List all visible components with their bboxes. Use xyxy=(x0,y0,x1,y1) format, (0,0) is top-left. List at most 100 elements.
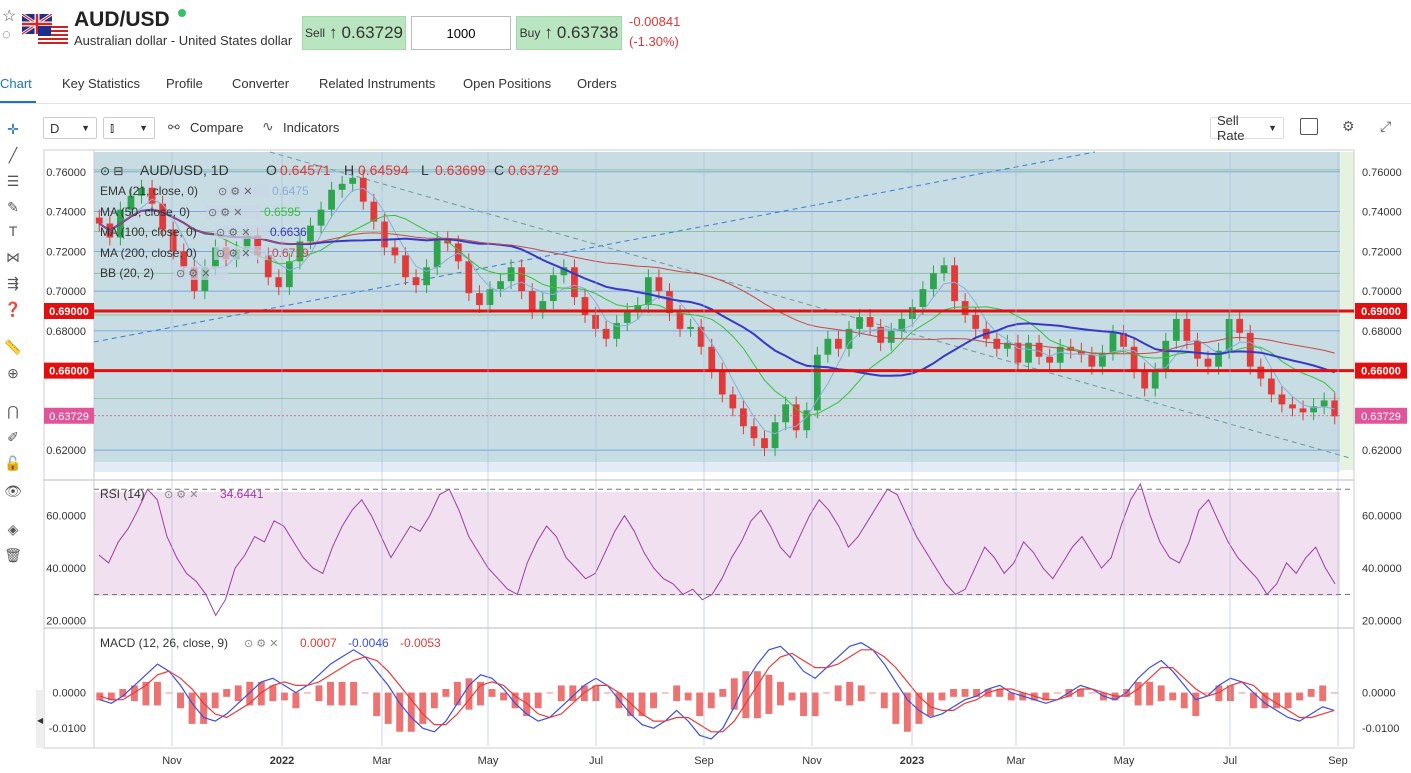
lock-icon[interactable]: 🔓 xyxy=(4,455,22,471)
price-tick-label: 0.76000 xyxy=(46,167,86,179)
bell-icon[interactable]: ◌ xyxy=(2,26,11,43)
active-tab-indicator xyxy=(0,101,36,103)
candle-body xyxy=(1162,340,1170,371)
time-tick-label: May xyxy=(1114,755,1135,767)
candle-body xyxy=(338,183,346,190)
candle-body xyxy=(571,267,578,298)
indicator-control-icons: ⊙ ⚙ ✕ xyxy=(176,268,210,280)
trash-icon[interactable]: 🗑 xyxy=(4,547,22,563)
indicators-icon[interactable]: ∿ xyxy=(262,118,274,134)
macd-histogram-bar xyxy=(880,692,888,709)
tab-open-positions[interactable]: Open Positions xyxy=(463,76,552,91)
rate-type-select[interactable]: Sell Rate ▼ xyxy=(1210,113,1284,143)
rsi-tick-label-right: 20.0000 xyxy=(1362,616,1402,628)
rsi-tick-label: 20.0000 xyxy=(46,616,86,628)
buy-button[interactable]: Buy ↑ 0.63738 xyxy=(516,16,622,50)
text-tool-icon[interactable]: T xyxy=(8,223,18,239)
candle-body xyxy=(740,408,747,427)
candle-body xyxy=(856,316,863,329)
ruler-icon[interactable]: 📏 xyxy=(4,339,22,355)
sell-button[interactable]: Sell ↑ 0.63729 xyxy=(302,16,406,50)
price-pane[interactable]: 0.76000 0.76000 0.74000 0.74000 0.72000 0.720… xyxy=(44,151,1407,459)
macd-histogram-bar xyxy=(1042,692,1050,701)
macd-histogram-bar xyxy=(534,692,542,709)
help-icon[interactable]: ❓ xyxy=(4,301,22,317)
collapse-arrow-icon: ◀ xyxy=(37,716,44,725)
indicator-controls xyxy=(214,225,268,239)
candle-body xyxy=(465,261,473,294)
expand-icon[interactable]: ⤢ xyxy=(1380,118,1392,134)
candle-body xyxy=(328,189,335,210)
forecast-icon[interactable]: ⇶ xyxy=(7,275,19,291)
candle-body xyxy=(1004,342,1011,349)
time-axis: Nov 2022 Mar May Jul Sep Nov 2023 Mar May Jul Sep xyxy=(162,152,1348,767)
macd-pane[interactable]: 0.0000 0.0000 -0.0100 -0.0100 ◀ xyxy=(36,642,1399,748)
candle-body xyxy=(919,289,927,308)
tab-related-instruments[interactable]: Related Instruments xyxy=(319,76,436,91)
tab-profile[interactable]: Profile xyxy=(166,76,203,91)
candle-body xyxy=(1183,318,1191,341)
candle-body xyxy=(687,326,694,329)
candle-body xyxy=(634,305,642,311)
indicators-button[interactable]: Indicators xyxy=(283,120,340,135)
macd-histogram-bar xyxy=(396,692,404,732)
macd-histogram-bar xyxy=(546,692,554,694)
price-tick-label-right: 0.72000 xyxy=(1362,246,1402,258)
pattern-icon[interactable]: ⋈ xyxy=(6,249,20,265)
compare-button[interactable]: Compare xyxy=(190,120,244,135)
tab-converter[interactable]: Converter xyxy=(232,76,290,91)
macd-histogram-bar xyxy=(557,685,565,702)
rsi-legend-name: RSI (14) xyxy=(100,487,145,501)
layers-icon[interactable]: ◈ xyxy=(7,521,19,537)
candle-body xyxy=(1172,318,1180,341)
chart-type-select[interactable]: ⫾ ▼ xyxy=(103,117,155,139)
candle-body xyxy=(507,267,515,282)
candle-body xyxy=(370,201,378,222)
rsi-pane[interactable]: 60.0000 60.0000 40.0000 40.0000 20.0000 20.00… xyxy=(46,482,1402,628)
visibility-icon[interactable]: 👁 xyxy=(4,483,22,499)
star-icon[interactable]: ☆ xyxy=(2,8,17,25)
settings-gear-icon[interactable]: ⚙ xyxy=(1342,118,1355,134)
indicator-controls xyxy=(206,205,260,219)
zoom-icon[interactable]: ⊕ xyxy=(7,365,19,381)
macd-histogram-bar xyxy=(661,692,669,694)
brush-icon[interactable]: ✎ xyxy=(7,199,19,215)
lock-drawing-icon[interactable]: ✐ xyxy=(7,429,19,445)
candle-body xyxy=(961,301,969,315)
compare-icon[interactable]: ⚯ xyxy=(168,119,180,135)
macd-histogram-bar xyxy=(234,685,242,702)
macd-histogram-bar xyxy=(834,685,842,702)
macd-histogram-bar xyxy=(211,692,219,709)
trend-line-icon[interactable]: ╱ xyxy=(8,147,18,163)
fullscreen-box-icon[interactable] xyxy=(1300,118,1318,135)
fib-lines-icon[interactable]: ☰ xyxy=(6,173,20,189)
candle-body xyxy=(835,338,842,349)
buy-label: Buy xyxy=(519,26,541,40)
tab-key-statistics[interactable]: Key Statistics xyxy=(62,76,141,91)
interval-select[interactable]: D ▼ xyxy=(43,117,97,139)
macd-histogram-bar xyxy=(707,692,715,709)
indicator-control-icons: ⊙ ⚙ ✕ xyxy=(216,248,250,260)
tab-chart[interactable]: Chart xyxy=(0,76,32,91)
macd-histogram-bar xyxy=(453,681,461,706)
candle-body xyxy=(877,326,885,343)
quantity-input[interactable] xyxy=(411,16,511,50)
macd-histogram-bar xyxy=(903,692,911,732)
sell-label: Sell xyxy=(305,26,326,40)
candle-body xyxy=(1120,332,1127,347)
macd-histogram-bar xyxy=(500,692,508,701)
magnet-icon[interactable]: ⋂ xyxy=(7,403,19,419)
time-tick-label: May xyxy=(478,755,499,767)
candle-body xyxy=(180,251,188,268)
candle-body xyxy=(518,267,526,292)
tab-orders[interactable]: Orders xyxy=(577,76,617,91)
price-tick-label: 0.72000 xyxy=(46,246,86,258)
macd-histogram-bar xyxy=(1330,692,1338,694)
crosshair-icon[interactable]: ✛ xyxy=(7,121,19,137)
macd-histogram-bar xyxy=(638,692,646,717)
candle-body xyxy=(697,326,705,347)
rate-type-value: Sell Rate xyxy=(1217,113,1245,143)
indicator-name: BB (20, 2) xyxy=(100,266,154,280)
